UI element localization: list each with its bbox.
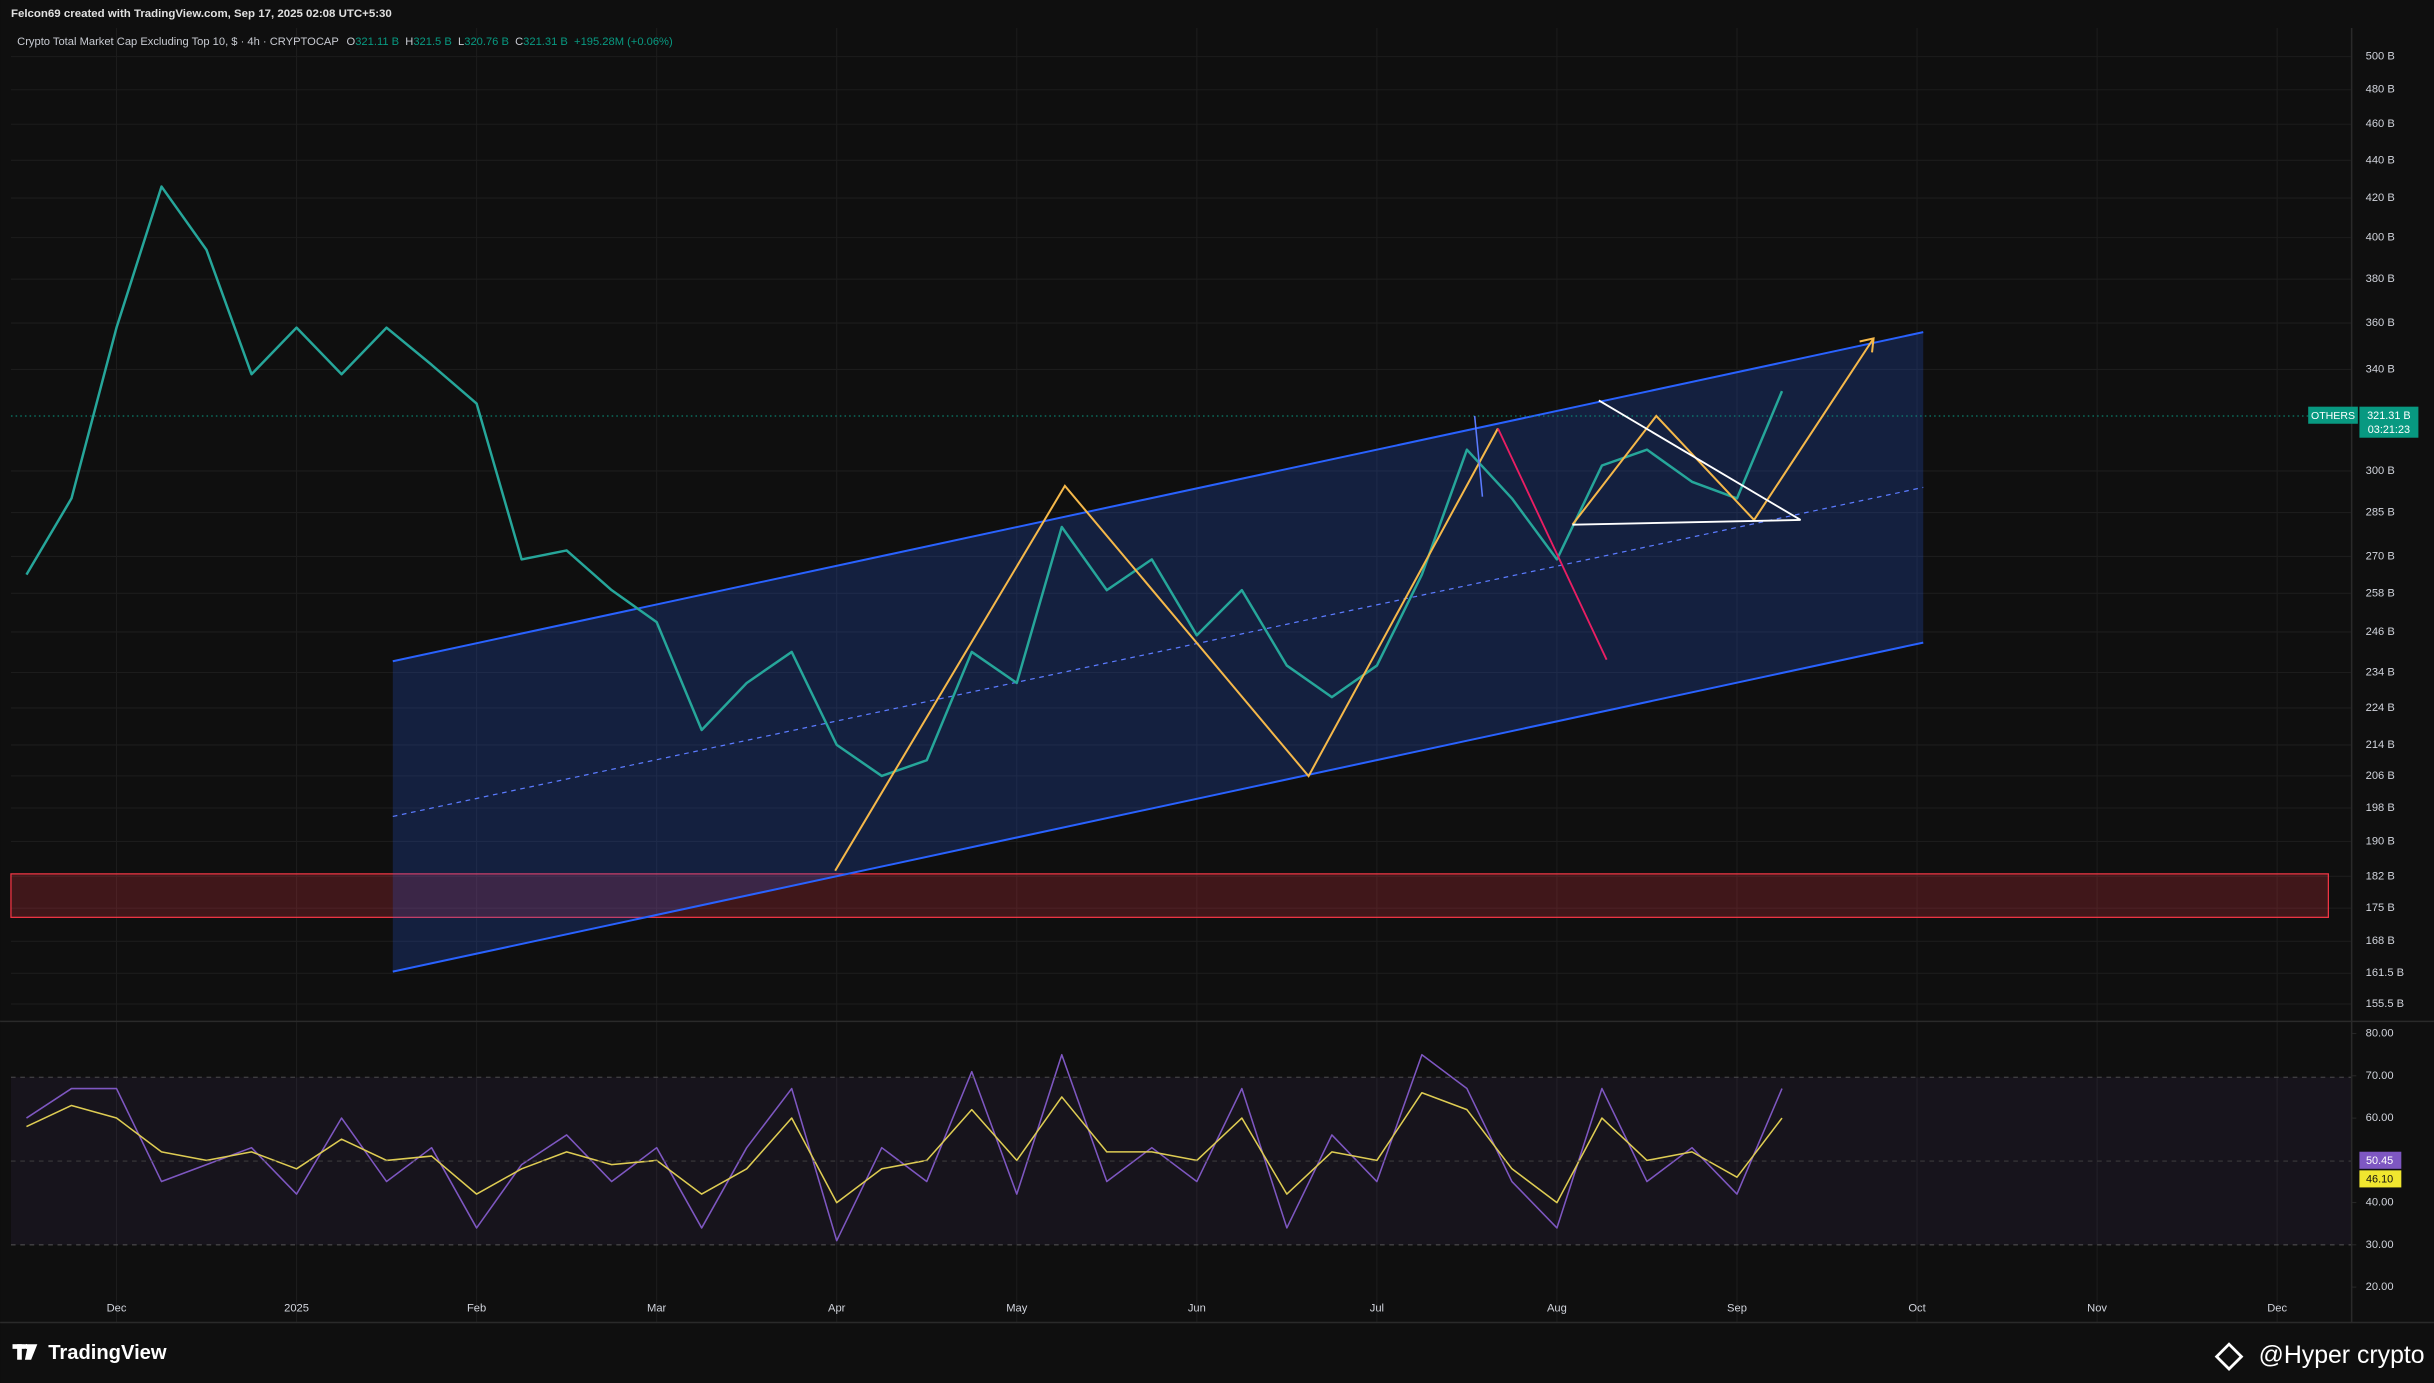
credit: Felcon69 created with TradingView.com, S… bbox=[11, 8, 392, 20]
triangle-upper bbox=[1598, 399, 1802, 521]
series-line bbox=[26, 1091, 1783, 1204]
badge-countdown: 03:21:23 bbox=[2368, 424, 2410, 436]
ohlc-value: 321.31 B bbox=[523, 36, 568, 48]
y-tick-label: 270 B bbox=[2366, 550, 2395, 562]
change: +195.28M (+0.06%) bbox=[574, 36, 673, 48]
y-tick-label: 224 B bbox=[2366, 702, 2395, 714]
x-tick-label: Mar bbox=[647, 1302, 666, 1314]
x-tick-label: Apr bbox=[828, 1302, 846, 1314]
y-tick-label: 420 B bbox=[2366, 192, 2395, 204]
x-tick-label: Dec bbox=[107, 1302, 127, 1314]
data-layer bbox=[25, 185, 1784, 1242]
triangle-lower bbox=[1572, 519, 1801, 526]
grid-layer bbox=[10, 27, 2357, 1323]
x-tick-label: Oct bbox=[1908, 1302, 1926, 1314]
watermark: @Hyper crypto bbox=[2259, 1342, 2425, 1369]
y-tick-label: 70.00 bbox=[2366, 1070, 2394, 1082]
x-tick-label: Sep bbox=[1727, 1302, 1747, 1314]
rsi-ma-badge: 46.10 bbox=[2366, 1174, 2393, 1186]
y-tick-label: 60.00 bbox=[2366, 1112, 2394, 1124]
zigzag-projection bbox=[1571, 337, 1875, 526]
badge-symbol-bg bbox=[2308, 406, 2358, 424]
y-tick-label: 234 B bbox=[2366, 666, 2395, 678]
y-tick-label: 30.00 bbox=[2366, 1239, 2394, 1251]
y-tick-label: 175 B bbox=[2366, 902, 2395, 914]
y-tick-label: 80.00 bbox=[2366, 1028, 2394, 1040]
badge-price-bg bbox=[2359, 406, 2419, 438]
y-tick-label: 480 B bbox=[2366, 84, 2395, 96]
x-tick-label: Aug bbox=[1547, 1302, 1567, 1314]
y-tick-label: 300 B bbox=[2366, 465, 2395, 477]
badge-price: 321.31 B bbox=[2367, 410, 2410, 422]
pink-line bbox=[1497, 428, 1608, 661]
rsi-band bbox=[10, 1077, 2352, 1245]
x-tick-label: Jun bbox=[1188, 1302, 1206, 1314]
y-tick-label: 360 B bbox=[2366, 317, 2395, 329]
y-tick-label: 285 B bbox=[2366, 507, 2395, 519]
brand: TradingView bbox=[48, 1342, 167, 1364]
x-tick-label: May bbox=[1006, 1302, 1027, 1314]
channel-upper bbox=[392, 331, 1924, 663]
ohlc-value: 321.5 B bbox=[413, 36, 451, 48]
y-tick-label: 206 B bbox=[2366, 770, 2395, 782]
x-tick-label: 2025 bbox=[284, 1302, 309, 1314]
legend: Crypto Total Market Cap Excluding Top 10… bbox=[17, 36, 673, 48]
y-tick-label: 40.00 bbox=[2366, 1197, 2394, 1209]
symbol: Crypto Total Market Cap Excluding Top 10… bbox=[17, 36, 339, 48]
ohlc-value: 321.11 B bbox=[355, 36, 399, 48]
y-tick-label: 168 B bbox=[2366, 935, 2395, 947]
support-zone bbox=[10, 873, 2329, 918]
x-tick-label: Jul bbox=[1370, 1302, 1384, 1314]
y-tick-label: 190 B bbox=[2366, 835, 2395, 847]
watermark-icon bbox=[2214, 1342, 2244, 1372]
channel-median bbox=[392, 486, 1924, 818]
ohlc-key: O bbox=[347, 36, 356, 48]
y-tick-label: 246 B bbox=[2366, 626, 2395, 638]
series-line bbox=[25, 185, 1784, 778]
ohlc-key: C bbox=[515, 36, 523, 48]
badge-symbol: OTHERS bbox=[2311, 410, 2355, 422]
y-tick-label: 20.00 bbox=[2366, 1281, 2394, 1293]
y-tick-label: 400 B bbox=[2366, 232, 2395, 244]
brand-logo bbox=[12, 1344, 38, 1360]
y-tick-label: 460 B bbox=[2366, 118, 2395, 130]
y-tick-label: 380 B bbox=[2366, 273, 2395, 285]
x-tick-label: Dec bbox=[2267, 1302, 2287, 1314]
y-tick-label: 258 B bbox=[2366, 587, 2395, 599]
marker bbox=[1473, 415, 1484, 497]
channel-lower bbox=[392, 641, 1924, 973]
y-tick-label: 155.5 B bbox=[2366, 998, 2404, 1010]
y-tick-label: 198 B bbox=[2366, 802, 2395, 814]
x-tick-label: Feb bbox=[467, 1302, 486, 1314]
ohlc-key: H bbox=[405, 36, 413, 48]
zigzag bbox=[834, 427, 1499, 872]
arrow-head bbox=[1859, 337, 1875, 353]
y-tick-label: 161.5 B bbox=[2366, 967, 2404, 979]
rsi-ma-badge-bg bbox=[2359, 1170, 2402, 1188]
y-tick-label: 340 B bbox=[2366, 363, 2395, 375]
ohlc-key: L bbox=[458, 36, 464, 48]
y-tick-label: 440 B bbox=[2366, 154, 2395, 166]
y-tick-label: 182 B bbox=[2366, 870, 2395, 882]
rsi-badge: 50.45 bbox=[2366, 1155, 2393, 1167]
x-tick-label: Nov bbox=[2087, 1302, 2107, 1314]
y-tick-label: 500 B bbox=[2366, 51, 2395, 63]
ohlc-value: 320.76 B bbox=[464, 36, 509, 48]
rsi-badge-bg bbox=[2359, 1151, 2402, 1169]
y-tick-label: 214 B bbox=[2366, 739, 2395, 751]
